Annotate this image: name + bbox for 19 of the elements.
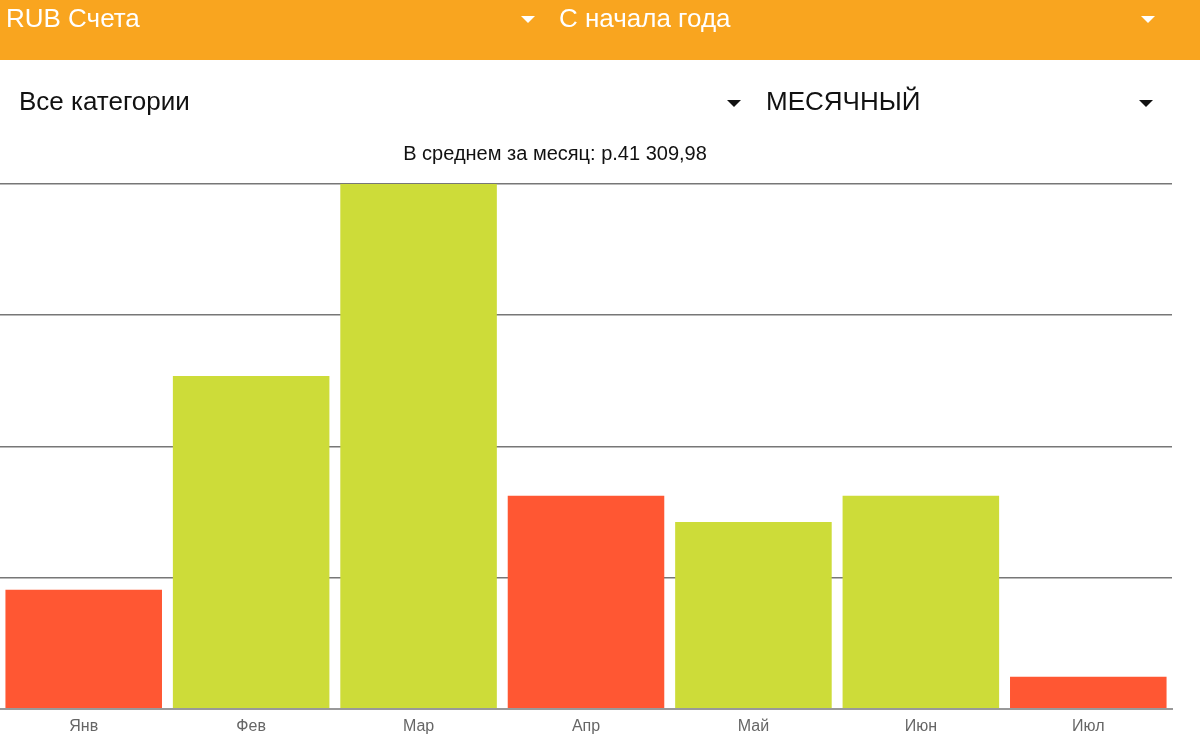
bar xyxy=(842,495,1000,709)
text: Все категории xyxy=(19,86,190,117)
bar xyxy=(675,521,832,709)
bar xyxy=(5,589,162,709)
x-tick-label: Мар xyxy=(402,716,435,734)
text: RUB Счета xyxy=(6,3,140,34)
bar xyxy=(340,184,497,709)
x-tick-label: Май xyxy=(737,716,770,734)
text: С начала года xyxy=(559,3,731,34)
x-tick-label: Июл xyxy=(1072,716,1105,734)
bar xyxy=(172,376,330,709)
bar xyxy=(1010,676,1167,709)
x-tick-label: Янв xyxy=(69,716,99,734)
chart-title: В среднем за месяц: р.41 309,98 xyxy=(402,142,708,165)
x-tick-label: Июн xyxy=(904,716,938,734)
x-tick-label: Фев xyxy=(236,716,266,734)
bar xyxy=(507,495,665,709)
text: МЕСЯЧНЫЙ xyxy=(766,86,921,117)
x-tick-label: Апр xyxy=(571,716,601,734)
